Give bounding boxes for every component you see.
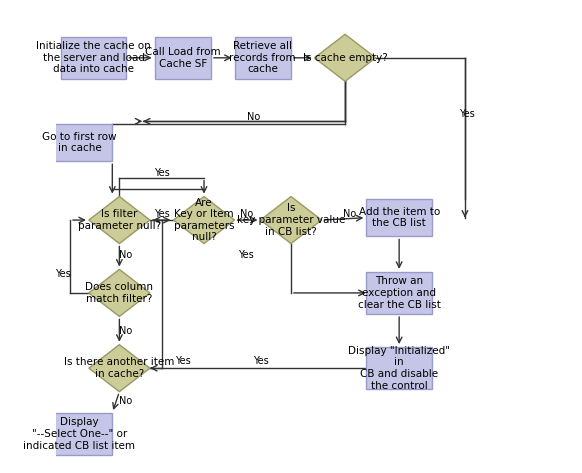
Polygon shape <box>89 345 150 392</box>
FancyBboxPatch shape <box>366 272 432 314</box>
Text: Display "Initialized"
in
CB and disable
the control: Display "Initialized" in CB and disable … <box>348 346 450 391</box>
Text: No: No <box>240 209 253 219</box>
FancyBboxPatch shape <box>235 36 291 79</box>
Polygon shape <box>89 270 150 316</box>
Text: Is
key parameter value
in CB list?: Is key parameter value in CB list? <box>237 203 345 236</box>
Text: No: No <box>119 325 132 335</box>
Text: Is cache empty?: Is cache empty? <box>303 53 388 63</box>
Text: Add the item to
the CB list: Add the item to the CB list <box>359 207 440 228</box>
Text: Retrieve all
records from
cache: Retrieve all records from cache <box>229 41 296 74</box>
FancyBboxPatch shape <box>47 413 112 455</box>
Polygon shape <box>314 35 375 81</box>
Polygon shape <box>260 196 322 244</box>
Text: Does column
match filter?: Does column match filter? <box>86 282 154 304</box>
Text: Yes: Yes <box>175 356 191 366</box>
Text: No: No <box>119 396 132 406</box>
Text: Is filter
parameter null?: Is filter parameter null? <box>78 209 161 231</box>
FancyBboxPatch shape <box>47 123 112 161</box>
Text: Initialize the cache on
the server and load
data into cache: Initialize the cache on the server and l… <box>36 41 151 74</box>
Text: Yes: Yes <box>459 109 475 119</box>
Text: No: No <box>247 112 260 122</box>
Text: Yes: Yes <box>239 250 254 260</box>
Text: No: No <box>343 209 356 219</box>
FancyBboxPatch shape <box>366 347 432 389</box>
Text: Display
"--Select One--" or
indicated CB list item: Display "--Select One--" or indicated CB… <box>23 417 136 451</box>
Text: Yes: Yes <box>55 269 71 279</box>
Text: Yes: Yes <box>253 356 268 366</box>
Text: Yes: Yes <box>154 168 169 178</box>
Polygon shape <box>89 196 150 244</box>
FancyBboxPatch shape <box>366 199 432 236</box>
Text: Call Load from
Cache SF: Call Load from Cache SF <box>145 47 221 69</box>
FancyBboxPatch shape <box>155 36 211 79</box>
FancyBboxPatch shape <box>61 36 126 79</box>
Text: Go to first row
in cache: Go to first row in cache <box>42 131 116 153</box>
Text: Is there another item
in cache?: Is there another item in cache? <box>64 358 175 379</box>
Text: Throw an
exception and
clear the CB list: Throw an exception and clear the CB list <box>358 276 441 309</box>
Text: No: No <box>119 250 132 260</box>
Text: Yes: Yes <box>154 209 169 219</box>
Polygon shape <box>173 196 235 244</box>
Text: Are
Key or Item
parameters
null?: Are Key or Item parameters null? <box>173 198 235 243</box>
